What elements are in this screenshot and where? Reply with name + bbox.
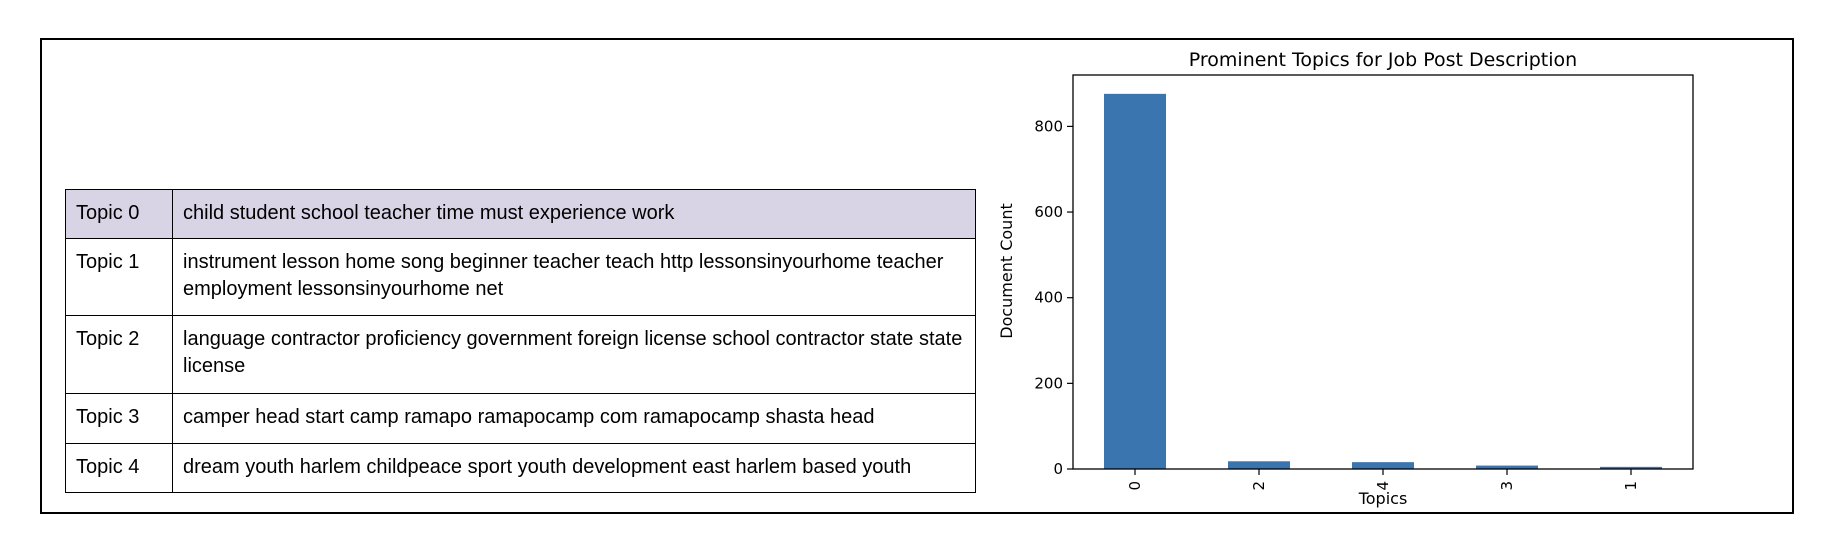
- bar-topic-1: [1600, 466, 1662, 469]
- bar-chart-svg: Prominent Topics for Job Post Descriptio…: [997, 49, 1694, 508]
- table-row: Topic 0 child student school teacher tim…: [65, 189, 976, 239]
- chart-title: Prominent Topics for Job Post Descriptio…: [1189, 49, 1577, 71]
- topic-id-cell: Topic 4: [65, 443, 173, 493]
- y-tick-label: 800: [1034, 117, 1063, 135]
- y-tick-label: 600: [1034, 203, 1063, 221]
- table-row: Topic 3 camper head start camp ramapo ra…: [65, 393, 976, 444]
- topic-id-cell: Topic 3: [65, 393, 173, 444]
- table-row: Topic 2 language contractor proficiency …: [65, 315, 976, 394]
- topic-table: Topic 0 child student school teacher tim…: [65, 189, 976, 493]
- topic-words-cell: camper head start camp ramapo ramapocamp…: [172, 393, 976, 444]
- topic-bar-chart: Prominent Topics for Job Post Descriptio…: [990, 42, 1710, 512]
- topic-words-cell: dream youth harlem childpeace sport yout…: [172, 443, 976, 493]
- topic-words-cell: instrument lesson home song beginner tea…: [172, 238, 976, 316]
- plot-area: [1072, 74, 1694, 470]
- x-axis-label: Topics: [1358, 489, 1408, 508]
- topic-id-cell: Topic 0: [65, 189, 173, 239]
- bar-topic-3: [1476, 465, 1538, 469]
- topic-id-cell: Topic 1: [65, 238, 173, 316]
- y-tick-label: 200: [1034, 374, 1063, 392]
- table-row: Topic 4 dream youth harlem childpeace sp…: [65, 443, 976, 493]
- x-tick-label: 4: [1374, 481, 1392, 491]
- bar-topic-0: [1104, 93, 1166, 469]
- x-tick-label: 0: [1126, 481, 1144, 491]
- y-tick-label: 0: [1053, 460, 1063, 478]
- x-tick-label: 1: [1622, 481, 1640, 491]
- x-tick-label: 2: [1250, 481, 1268, 491]
- bar-topic-4: [1352, 462, 1414, 469]
- bar-topic-2: [1228, 461, 1290, 469]
- y-axis-label: Document Count: [997, 203, 1016, 339]
- table-row: Topic 1 instrument lesson home song begi…: [65, 238, 976, 316]
- y-tick-label: 400: [1034, 289, 1063, 307]
- topic-words-cell: child student school teacher time must e…: [172, 189, 976, 239]
- topic-id-cell: Topic 2: [65, 315, 173, 394]
- topic-words-cell: language contractor proficiency governme…: [172, 315, 976, 394]
- x-tick-label: 3: [1498, 481, 1516, 491]
